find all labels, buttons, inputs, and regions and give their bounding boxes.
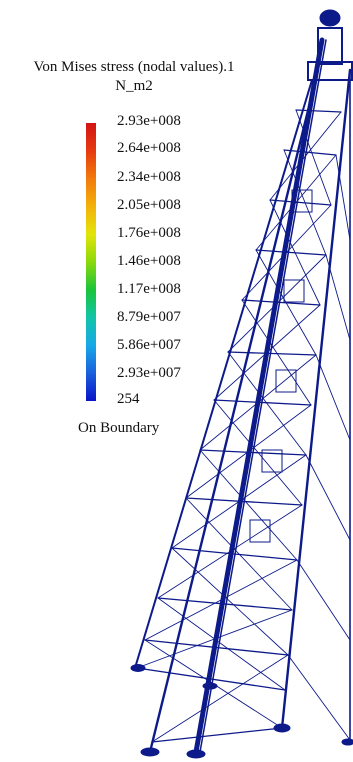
legend-unit: N_m2	[115, 78, 153, 94]
legend-tick: 8.79e+007	[117, 309, 181, 325]
legend-title: Von Mises stress (nodal values).1	[33, 59, 235, 75]
legend-tick: 254	[117, 391, 140, 407]
legend-tick: 5.86e+007	[117, 337, 181, 353]
legend-tick: 1.17e+008	[117, 281, 181, 297]
legend-tick: 2.05e+008	[117, 197, 181, 213]
legend-tick: 2.93e+007	[117, 365, 181, 381]
legend-tick: 2.34e+008	[117, 169, 181, 185]
legend-tick: 1.46e+008	[117, 253, 181, 269]
legend-color-bar	[86, 123, 96, 401]
legend-tick: 1.76e+008	[117, 225, 181, 241]
legend-tick: 2.93e+008	[117, 113, 181, 129]
legend-footer: On Boundary	[78, 420, 160, 436]
legend-tick: 2.64e+008	[117, 140, 181, 156]
